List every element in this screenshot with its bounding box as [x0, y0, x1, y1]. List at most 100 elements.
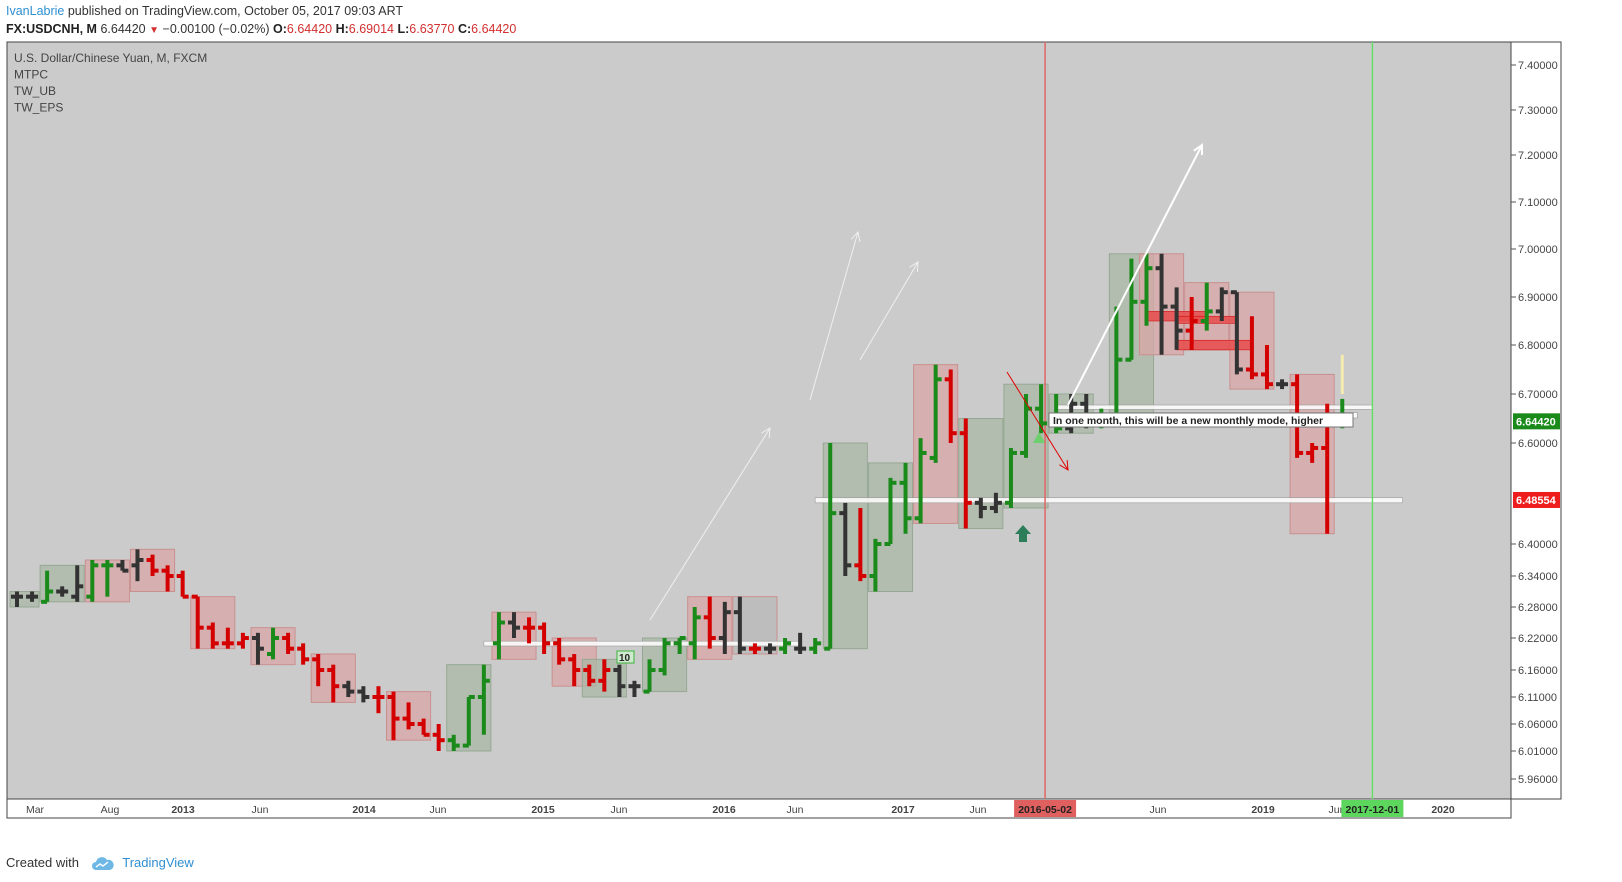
ohlc-bar [116, 560, 129, 573]
ohlc-bar [26, 591, 39, 602]
time-tick-label: Jun [611, 804, 628, 816]
chart-svg[interactable]: In one month, this will be a new monthly… [0, 0, 1622, 850]
last-price: 6.64420 [100, 22, 146, 36]
ohlc-bar [1260, 345, 1273, 390]
ohlc-bar [1035, 384, 1048, 434]
ohlc-bar [794, 632, 807, 654]
price-tick-label: 6.06000 [1518, 719, 1558, 731]
time-tick-label: 2016 [712, 804, 736, 816]
ohlc-bar [1306, 443, 1319, 463]
price-tick-label: 7.30000 [1518, 105, 1558, 117]
ohlc-bar [1245, 316, 1258, 380]
note-annotation: In one month, this will be a new monthly… [1048, 412, 1354, 428]
ohlc-bar [342, 680, 355, 697]
level-band [1055, 404, 1373, 410]
time-tick-label: Jun [252, 804, 269, 816]
marker-price-badge-text: 6.48554 [1516, 495, 1557, 507]
ohlc-bar [658, 638, 671, 676]
ohlc-bar [688, 607, 701, 660]
instrument-title: U.S. Dollar/Chinese Yuan, M, FXCM [14, 51, 207, 65]
ohlc-bar [1200, 282, 1213, 331]
up-arrow-marker-icon [1015, 525, 1031, 534]
ohlc-bar [191, 594, 204, 649]
ohlc-bar [854, 507, 867, 582]
price-tick-label: 7.40000 [1518, 60, 1558, 72]
ohlc-bar [733, 596, 746, 654]
open-value: 6.64420 [286, 22, 333, 36]
price-tick-label: 7.10000 [1518, 197, 1558, 209]
price-change: −0.00100 (−0.02%) [162, 22, 270, 36]
ohlc-bar [176, 570, 189, 599]
projection-arrow [809, 231, 859, 401]
ohlc-bar [236, 632, 249, 649]
chart-legend: U.S. Dollar/Chinese Yuan, M, FXCM MTPC TW_… [14, 51, 207, 115]
time-tick-label: 2017 [891, 804, 915, 816]
time-tick-label: Jun [787, 804, 804, 816]
ohlc-bar [583, 664, 596, 687]
ohlc-bar [11, 591, 23, 607]
symbol-name: FX:USDCNH, M [6, 22, 97, 36]
open-label: O: [273, 22, 287, 36]
ohlc-bar [1170, 287, 1183, 350]
ohlc-bar [553, 638, 566, 665]
marker-price-badge [1513, 491, 1560, 508]
ohlc-bar [357, 686, 370, 703]
high-value: 6.69014 [348, 22, 394, 36]
ohlc-bar [492, 612, 505, 660]
high-label: H: [335, 22, 349, 36]
time-tick-label: 2014 [352, 804, 376, 816]
price-tick-label: 6.34000 [1518, 571, 1558, 583]
ohlc-bar [1004, 447, 1017, 508]
ohlc-bar [869, 538, 882, 592]
price-tick-label: 6.28000 [1518, 602, 1558, 614]
ohlc-bar [477, 664, 490, 735]
ohlc-bar [447, 734, 460, 751]
down-arrow-icon: ▼ [149, 25, 160, 36]
close-value: 6.64420 [471, 22, 517, 36]
ohlc-bar [56, 586, 69, 597]
ohlc-bar [282, 632, 295, 654]
ohlc-bar [598, 659, 611, 692]
ohlc-bar [86, 560, 99, 602]
ohlc-bar [372, 686, 385, 714]
ohlc-bar [703, 596, 716, 649]
range-box [9, 591, 40, 608]
tradingview-cloud-icon[interactable] [91, 856, 115, 872]
time-tick-label: 2013 [171, 804, 195, 816]
ohlc-bar [1140, 253, 1153, 326]
ohlc-bar [462, 695, 475, 748]
author-link[interactable]: IvanLabrie [6, 4, 65, 18]
last-price-badge-text: 6.64420 [1516, 416, 1556, 428]
target-arrow-head [1193, 143, 1204, 156]
ohlc-bar [327, 664, 340, 703]
ohlc-bar [161, 565, 174, 592]
time-tick-label: Jun [430, 804, 447, 816]
ohlc-bar [538, 622, 551, 654]
price-tick-label: 6.40000 [1518, 539, 1558, 551]
ohlc-bar [914, 438, 927, 524]
ohlc-bar [402, 702, 415, 730]
ohlc-bar [387, 691, 400, 741]
last-price-badge [1513, 413, 1560, 430]
indicator-name: MTPC [14, 68, 48, 82]
level-band [483, 640, 801, 647]
price-tick-label: 5.96000 [1518, 774, 1558, 786]
down-arrow-head [1059, 459, 1069, 471]
ohlc-bar [221, 627, 234, 649]
ohlc-bar [1125, 258, 1138, 362]
tradingview-link[interactable]: TradingView [122, 855, 194, 870]
time-tick-label: Mar [26, 804, 45, 816]
low-label: L: [397, 22, 410, 36]
chart-area[interactable]: In one month, this will be a new monthly… [0, 0, 1622, 855]
footer: Created with TradingView [6, 855, 194, 872]
time-tick-label: 2019 [1251, 804, 1275, 816]
time-tick-label: 2015 [531, 804, 555, 816]
price-axis: 7.40000 7.30000 7.20000 7.10000 7.00000 6.900… [1511, 60, 1560, 786]
close-label: C: [457, 22, 472, 36]
ohlc-bar [718, 601, 731, 654]
ohlc-bar [507, 612, 520, 638]
ohlc-bar [809, 638, 822, 654]
projection-arrow [859, 261, 919, 361]
time-highlight-red-text: 2016-05-02 [1018, 804, 1072, 816]
target-arrow [1067, 144, 1203, 406]
